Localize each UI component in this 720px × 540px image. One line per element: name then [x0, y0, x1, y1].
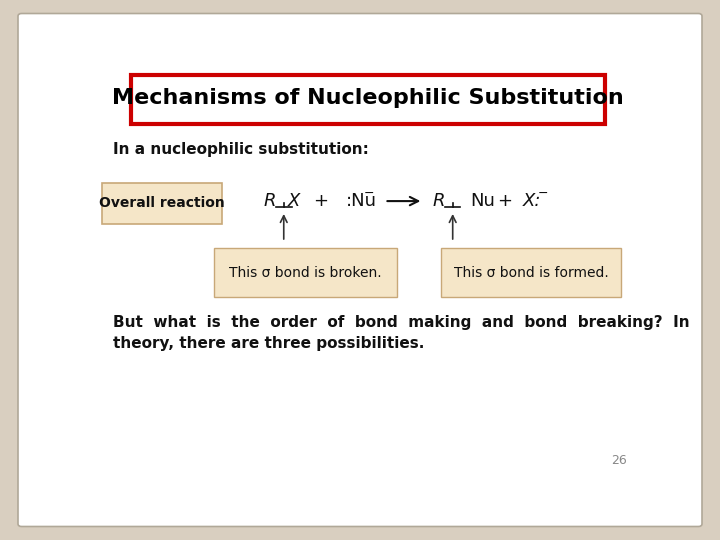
- FancyBboxPatch shape: [102, 183, 222, 224]
- Text: +: +: [313, 192, 328, 210]
- FancyBboxPatch shape: [214, 248, 397, 298]
- Text: R: R: [264, 192, 276, 210]
- FancyBboxPatch shape: [131, 75, 606, 124]
- Text: But  what  is  the  order  of  bond  making  and  bond  breaking?  In: But what is the order of bond making and…: [113, 315, 690, 330]
- Text: In a nucleophilic substitution:: In a nucleophilic substitution:: [113, 142, 369, 157]
- Text: −: −: [364, 187, 374, 200]
- Text: Nu: Nu: [469, 192, 495, 210]
- Text: 26: 26: [611, 454, 627, 467]
- Text: This σ bond is formed.: This σ bond is formed.: [454, 266, 608, 280]
- Text: :Nu: :Nu: [346, 192, 377, 210]
- Text: R: R: [433, 192, 445, 210]
- Text: This σ bond is broken.: This σ bond is broken.: [229, 266, 382, 280]
- Text: X:: X:: [523, 192, 541, 210]
- Text: Overall reaction: Overall reaction: [99, 197, 225, 211]
- FancyBboxPatch shape: [441, 248, 621, 298]
- Text: −: −: [537, 187, 548, 200]
- Text: +: +: [497, 192, 512, 210]
- Text: Mechanisms of Nucleophilic Substitution: Mechanisms of Nucleophilic Substitution: [112, 88, 624, 108]
- Text: X: X: [287, 192, 300, 210]
- Text: theory, there are three possibilities.: theory, there are three possibilities.: [113, 336, 425, 351]
